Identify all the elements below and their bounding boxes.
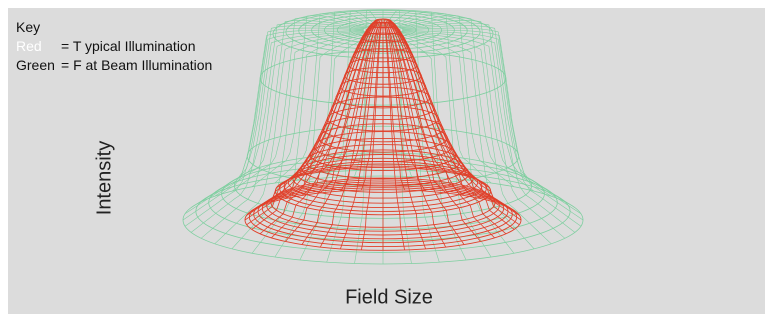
green-mesh-meridian: [326, 10, 378, 178]
red-mesh-meridian: [387, 19, 465, 196]
green-mesh-meridian: [393, 13, 492, 184]
green-mesh-meridian: [403, 29, 584, 221]
red-mesh-meridian: [259, 19, 377, 207]
green-mesh-meridian: [354, 9, 381, 177]
red-mesh-meridian: [389, 19, 495, 203]
diagram-panel: Key Red = T ypical Illumination Green = F …: [8, 8, 765, 314]
legend-green-text: = F at Beam Illumination: [61, 57, 213, 73]
green-mesh-meridian: [251, 33, 370, 254]
green-mesh-meridian: [214, 32, 367, 245]
red-mesh-meridian: [388, 21, 481, 242]
red-mesh-meridian: [385, 19, 426, 192]
green-mesh-meridian: [398, 32, 535, 250]
green-mesh-meridian: [385, 9, 412, 177]
green-mesh-meridian: [231, 17, 368, 192]
red-mesh-meridian: [361, 22, 383, 251]
y-axis-label: Intensity: [93, 140, 116, 216]
red-mesh-meridian: [301, 19, 379, 196]
red-mesh-meridian: [271, 19, 377, 203]
legend-title: Key: [16, 19, 41, 35]
legend: Key Red = T ypical Illumination Green = F …: [16, 18, 212, 75]
legend-green-word: Green: [16, 57, 55, 73]
green-mesh-meridian: [401, 31, 566, 239]
red-mesh-meridian: [340, 19, 381, 192]
red-mesh-meridian: [386, 19, 446, 194]
legend-red-text: = T ypical Illumination: [61, 38, 196, 54]
red-mesh-meridian: [383, 22, 405, 251]
green-mesh-meridian: [190, 25, 364, 208]
green-mesh-meridian: [402, 30, 576, 233]
green-mesh-meridian: [402, 25, 576, 208]
green-mesh-meridian: [388, 10, 440, 178]
green-mesh-meridian: [200, 31, 365, 239]
red-mesh-meridian: [387, 22, 465, 245]
red-mesh-meridian: [301, 22, 379, 245]
red-mesh-meridian: [340, 22, 381, 250]
green-mesh-meridian: [231, 32, 368, 250]
legend-green-row: Green = F at Beam Illumination: [16, 56, 212, 75]
red-mesh-meridian: [390, 20, 520, 216]
red-mesh-meridian: [285, 19, 378, 199]
green-mesh-meridian: [396, 33, 515, 254]
green-mesh-meridian: [251, 15, 370, 187]
intensity-mesh-graphic: [182, 9, 584, 265]
red-mesh-meridian: [285, 21, 378, 242]
red-mesh-meridian: [390, 20, 515, 211]
green-mesh-meridian: [274, 13, 373, 184]
green-mesh-meridian: [190, 30, 364, 233]
x-axis-label: Field Size: [345, 286, 433, 309]
green-mesh-meridian: [200, 22, 365, 202]
green-mesh-meridian: [396, 15, 515, 187]
green-mesh-meridian: [393, 33, 492, 258]
red-mesh-meridian: [361, 19, 383, 191]
green-mesh-meridian: [402, 27, 582, 214]
legend-red-word: Red: [16, 38, 42, 54]
red-mesh-meridian: [388, 19, 481, 199]
green-mesh-meridian: [399, 19, 552, 197]
red-mesh-meridian: [383, 19, 405, 191]
flat-beam-mesh: [182, 9, 584, 265]
green-mesh-meridian: [214, 19, 367, 197]
green-mesh-meridian: [401, 22, 566, 202]
green-mesh-meridian: [399, 32, 552, 245]
red-mesh-meridian: [251, 20, 376, 211]
red-mesh-meridian: [320, 19, 380, 194]
green-mesh-meridian: [182, 29, 363, 221]
typical-illumination-mesh: [244, 18, 522, 251]
legend-red-row: Red = T ypical Illumination: [16, 37, 212, 56]
green-mesh-meridian: [398, 17, 535, 192]
red-mesh-meridian: [246, 20, 376, 216]
red-mesh-meridian: [389, 19, 507, 207]
green-mesh-meridian: [274, 33, 373, 258]
red-mesh-meridian: [385, 22, 426, 250]
